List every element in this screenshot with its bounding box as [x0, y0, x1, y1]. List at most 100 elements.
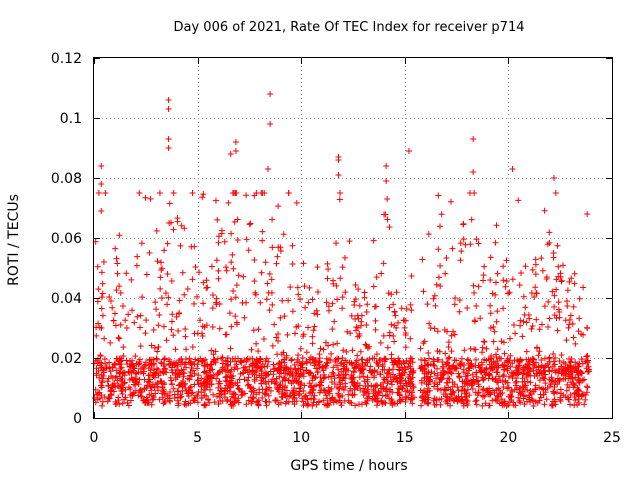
- data-point: [128, 276, 135, 283]
- data-point: [405, 363, 412, 370]
- data-point: [342, 289, 349, 296]
- data-point: [559, 366, 566, 373]
- data-point: [433, 281, 440, 288]
- data-point: [285, 377, 292, 384]
- data-point: [265, 289, 272, 296]
- data-point: [178, 381, 185, 388]
- data-point: [379, 361, 386, 368]
- data-point: [364, 395, 371, 402]
- data-point: [433, 396, 440, 403]
- data-point: [571, 394, 578, 401]
- data-point: [375, 388, 382, 395]
- data-point: [369, 355, 376, 362]
- data-point: [522, 263, 529, 270]
- data-point: [233, 282, 240, 289]
- data-point: [493, 222, 500, 229]
- data-point: [211, 399, 218, 406]
- data-point: [467, 241, 474, 248]
- data-point: [515, 370, 522, 377]
- data-point: [582, 396, 589, 403]
- data-point: [269, 301, 276, 308]
- data-point: [169, 311, 176, 318]
- data-point: [223, 267, 230, 274]
- data-point: [480, 338, 487, 345]
- data-point: [257, 299, 264, 306]
- data-point: [487, 310, 494, 317]
- data-point: [219, 360, 226, 367]
- data-point: [231, 390, 238, 397]
- data-point: [155, 322, 162, 329]
- data-point: [556, 308, 563, 315]
- data-point: [328, 385, 335, 392]
- data-point: [566, 384, 573, 391]
- data-point: [521, 386, 528, 393]
- data-point: [309, 402, 316, 409]
- data-point: [325, 307, 332, 314]
- data-point: [303, 358, 310, 365]
- data-point: [227, 398, 234, 405]
- data-point: [194, 330, 201, 337]
- data-point: [551, 398, 558, 405]
- data-point: [545, 324, 552, 331]
- data-point: [377, 371, 384, 378]
- data-point: [349, 347, 356, 354]
- data-point: [394, 400, 401, 407]
- data-point: [165, 106, 172, 112]
- data-point: [118, 387, 125, 394]
- data-point: [464, 304, 471, 311]
- data-point: [345, 391, 352, 398]
- data-point: [146, 249, 153, 256]
- data-point: [341, 363, 348, 370]
- data-point: [182, 356, 189, 363]
- data-point: [460, 220, 467, 227]
- data-point: [357, 365, 364, 372]
- data-point: [515, 363, 522, 370]
- data-point: [224, 382, 231, 389]
- data-point: [250, 327, 257, 334]
- data-point: [509, 166, 516, 172]
- data-point: [398, 305, 405, 312]
- data-point: [127, 397, 134, 404]
- data-point: [470, 169, 477, 175]
- x-tick-label: 5: [193, 430, 202, 446]
- data-point: [181, 401, 188, 408]
- data-point: [159, 394, 166, 401]
- data-point: [277, 314, 284, 321]
- data-point: [430, 358, 437, 365]
- data-point: [337, 275, 344, 282]
- data-point: [552, 401, 559, 408]
- data-point: [203, 277, 210, 284]
- data-point: [279, 377, 286, 384]
- data-point: [274, 253, 281, 260]
- data-point: [354, 333, 361, 340]
- data-point: [279, 297, 286, 304]
- data-point: [232, 139, 239, 145]
- data-point: [546, 239, 553, 246]
- data-point: [313, 307, 320, 314]
- data-point: [288, 357, 295, 364]
- data-point: [194, 399, 201, 406]
- data-point: [427, 324, 434, 331]
- data-point: [176, 297, 183, 304]
- data-point: [483, 345, 490, 352]
- data-point: [259, 394, 266, 401]
- data-point: [470, 376, 477, 383]
- data-point: [388, 291, 395, 298]
- data-point: [162, 290, 169, 297]
- data-point: [407, 335, 414, 342]
- data-point: [479, 402, 486, 409]
- data-point: [405, 148, 412, 154]
- data-point: [230, 382, 237, 389]
- data-point: [98, 305, 105, 312]
- data-point: [500, 305, 507, 312]
- data-point: [113, 287, 120, 294]
- data-point: [418, 402, 425, 409]
- data-point: [139, 294, 146, 301]
- data-point: [388, 321, 395, 328]
- data-point: [164, 240, 171, 247]
- y-tick-label: 0.08: [51, 171, 82, 187]
- data-point: [382, 400, 389, 407]
- data-point: [293, 388, 300, 395]
- data-point: [498, 338, 505, 345]
- data-point: [305, 369, 312, 376]
